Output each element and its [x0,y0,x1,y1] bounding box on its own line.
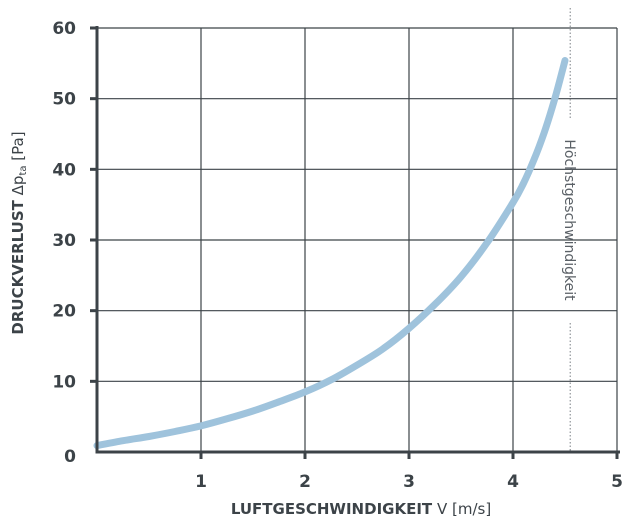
y-tick-label-50: 50 [52,90,76,110]
y-tick-label-60: 60 [52,19,76,39]
x-tick-labels: 1 2 3 4 5 [195,472,623,492]
y-tick-label-40: 40 [52,160,76,180]
y-tick-label-30: 30 [52,231,76,251]
x-axis-title-bold: LUFTGESCHWINDIGKEIT [231,500,433,518]
x-tick-label-1: 1 [195,472,207,492]
y-tick-labels: 0 10 20 30 40 50 60 [52,19,76,467]
y-tick-label-10: 10 [52,372,76,392]
x-axis-unit: [m/s] [452,500,491,518]
x-axis-symbol: V [437,500,448,518]
y-axis-symbol: Δp [9,176,27,196]
x-tick-label-5: 5 [611,472,623,492]
y-tick-label-0: 0 [64,447,76,467]
series-line-0 [93,57,569,450]
y-axis-unit: [Pa] [9,131,27,160]
x-tick-label-3: 3 [403,472,415,492]
x-axis-title: LUFTGESCHWINDIGKEIT V [m/s] [231,500,491,518]
y-tick-label-20: 20 [52,302,76,322]
max-speed-label: Höchstgeschwindigkeit [561,139,577,301]
axes [90,26,620,459]
grid [97,27,618,452]
x-tick-label-2: 2 [299,472,311,492]
series-layer [93,57,569,450]
y-axis-subscript: ta [18,165,29,175]
y-axis-title: DRUCKVERLUST Δpta [Pa] [9,131,30,334]
x-tick-label-4: 4 [507,472,519,492]
y-axis-title-bold: DRUCKVERLUST [9,199,27,334]
